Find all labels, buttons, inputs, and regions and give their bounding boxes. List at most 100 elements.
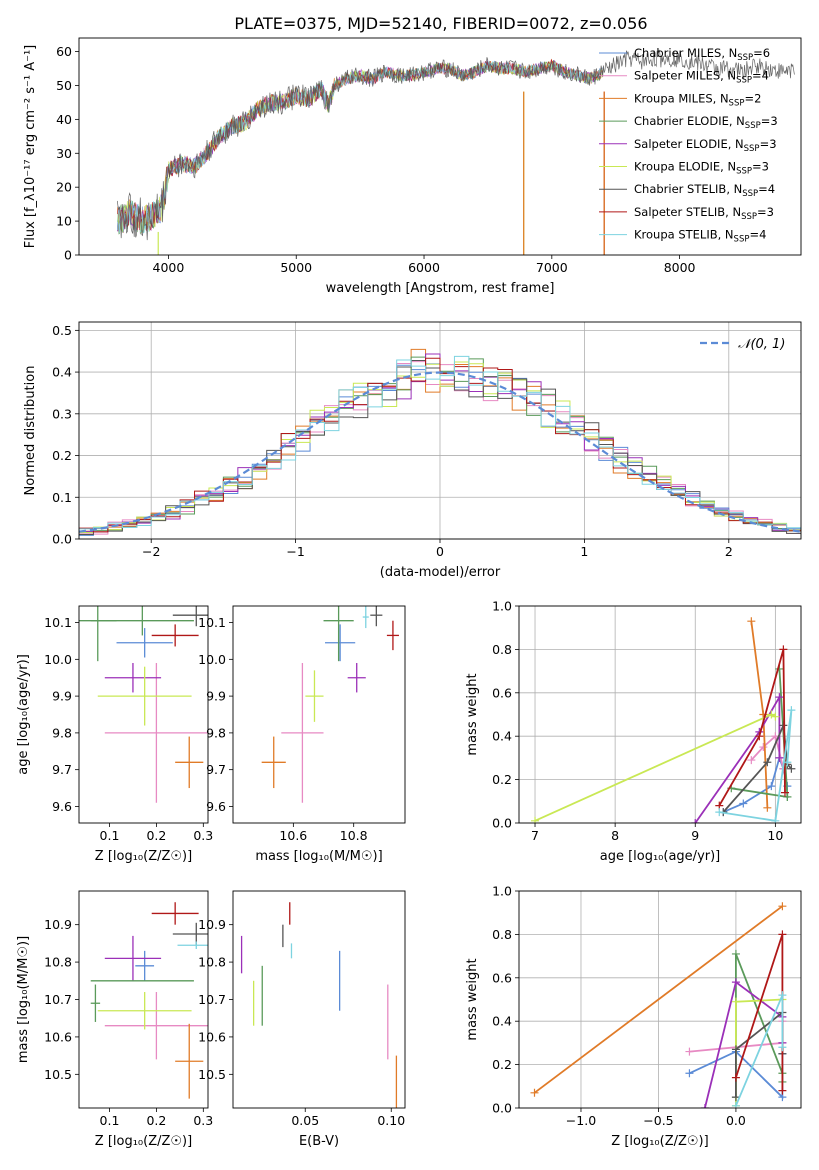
mass-weight-marker (771, 816, 780, 823)
mass-weight-marker (685, 1047, 694, 1056)
x-tick-label: −2 (142, 544, 160, 559)
mass-weight-marker (755, 732, 764, 741)
figure-title: PLATE=0375, MJD=52140, FIBERID=0072, z=0… (234, 14, 647, 33)
gaussian-curve (79, 371, 801, 533)
legend-label: Chabrier ELODIE, N (634, 114, 745, 128)
y-tick-label: 0.6 (492, 970, 512, 985)
mass-weight-marker (778, 1043, 787, 1052)
y-tick-label: 50 (56, 78, 72, 93)
mass-weight-marker (731, 1101, 740, 1108)
axes-frame (518, 605, 802, 824)
mass-weight-marker (787, 706, 796, 715)
legend-label: Kroupa MILES, N (634, 91, 729, 105)
y-tick-label: 10 (56, 214, 72, 229)
x-tick-label: 4000 (153, 260, 185, 275)
y-tick-label: 0.6 (492, 685, 512, 700)
legend-entry: Salpeter ELODIE, NSSP=3 (634, 137, 777, 154)
legend-entry: Chabrier STELIB, NSSP=4 (634, 182, 775, 199)
errorbar-point (347, 663, 366, 693)
x-tick-label: 7 (531, 828, 539, 843)
x-tick-label: 10.6 (279, 828, 307, 843)
y-tick-label: 10.8 (44, 955, 72, 970)
x-tick-label: 0.2 (146, 828, 166, 843)
x-tick-label: 2 (725, 544, 733, 559)
weight-vs-age-plot-area (531, 617, 796, 823)
spectrum-model-line (117, 58, 603, 233)
mass-weight-marker (783, 792, 792, 801)
y-tick-label: 10.7 (198, 992, 226, 1007)
x-axis-label: Z [log₁₀(Z/Z☉)] (95, 849, 192, 864)
y-tick-label: 0.0 (492, 1101, 512, 1116)
x-tick-label: 5000 (280, 260, 312, 275)
x-tick-label: 0.10 (377, 1113, 405, 1128)
mass-weight-marker (747, 756, 756, 765)
mass-weight-marker (767, 782, 776, 791)
legend-value: =6 (753, 46, 770, 60)
legend-value: =4 (749, 228, 766, 242)
mass-weight-marker (778, 902, 787, 911)
mass-weight-marker (771, 712, 780, 721)
mass-weight-line (719, 710, 793, 822)
spectrum-model-line (117, 60, 603, 234)
age-vs-z-axes: 0.1 0.2 0.3 9.6 9.7 9.8 9.9 10.0 10.1 Z [log₁₀(Z/… (16, 605, 213, 864)
y-tick-label: 10.1 (44, 615, 72, 630)
y-tick-label: 60 (56, 44, 72, 59)
mass-weight-marker (779, 645, 788, 654)
mass-weight-marker (531, 816, 540, 823)
weight-vs-z-plot-area (530, 902, 787, 1108)
y-tick-label: 0.4 (492, 1014, 512, 1029)
legend-label: Salpeter STELIB, N (634, 205, 741, 219)
x-tick-label: 0.05 (291, 1113, 319, 1128)
x-tick-label: 8000 (664, 260, 696, 275)
y-tick-label: 10.6 (44, 1029, 72, 1044)
y-axis-label: mass weight (465, 673, 480, 755)
y-tick-label: 0.2 (492, 1057, 512, 1072)
legend-label: Chabrier STELIB, N (634, 182, 742, 196)
axes-frame (232, 890, 406, 1109)
errorbar-point (104, 935, 162, 981)
spectrum-plot-area (116, 49, 795, 255)
mass-weight-marker (783, 758, 792, 767)
legend-value: =3 (760, 137, 777, 151)
legend-subscript: SSP (741, 212, 757, 222)
residual-histogram-step (79, 355, 801, 538)
y-tick-label: 0.2 (492, 772, 512, 787)
legend-value: =2 (744, 91, 761, 105)
y-tick-label: 9.9 (206, 689, 226, 704)
spectrum-model-line (117, 60, 603, 235)
y-tick-label: 9.8 (52, 725, 72, 740)
legend-label: Chabrier MILES, N (634, 46, 737, 60)
legend-label: Kroupa STELIB, N (634, 228, 734, 242)
y-tick-label: 30 (56, 146, 72, 161)
legend-subscript: SSP (744, 144, 760, 154)
mass-weight-marker (767, 710, 776, 719)
legend-entry: Salpeter MILES, NSSP=4 (634, 69, 769, 86)
residuals-axes: −2 −1 0 1 2 0.0 0.1 0.2 0.3 0.4 0.5 (data-model)/er… (23, 321, 802, 580)
mass-weight-marker (775, 753, 784, 762)
x-axis-label: E(B-V) (299, 1134, 339, 1149)
y-tick-label: 10.6 (198, 1029, 226, 1044)
x-tick-label: 8 (611, 828, 619, 843)
y-tick-label: 20 (56, 180, 72, 195)
errorbar-point (281, 663, 324, 803)
legend-subscript: SSP (736, 167, 752, 177)
legend-label: Salpeter MILES, N (634, 69, 736, 83)
errorbar-point (104, 663, 162, 693)
errorbar-point (90, 984, 101, 1022)
y-tick-label: 0.1 (52, 490, 72, 505)
legend-label: Salpeter ELODIE, N (634, 137, 744, 151)
spectrum-axes: 4000 5000 6000 7000 8000 0 10 20 30 40 50 60 wavelen… (23, 37, 802, 296)
mass-weight-marker (780, 788, 789, 797)
errorbar-point (97, 666, 192, 726)
x-axis-label: Z [log₁₀(Z/Z☉)] (95, 1134, 192, 1149)
legend-value: =3 (761, 114, 778, 128)
legend-entry: Kroupa MILES, NSSP=2 (634, 91, 761, 108)
mass-weight-marker (731, 978, 740, 987)
mass-weight-marker (691, 819, 700, 823)
y-tick-label: 10.0 (44, 652, 72, 667)
errorbar-point (97, 992, 192, 1030)
x-tick-label: 10.8 (340, 828, 368, 843)
spectrum-model-line (117, 60, 603, 232)
x-tick-label: 0.1 (100, 828, 120, 843)
